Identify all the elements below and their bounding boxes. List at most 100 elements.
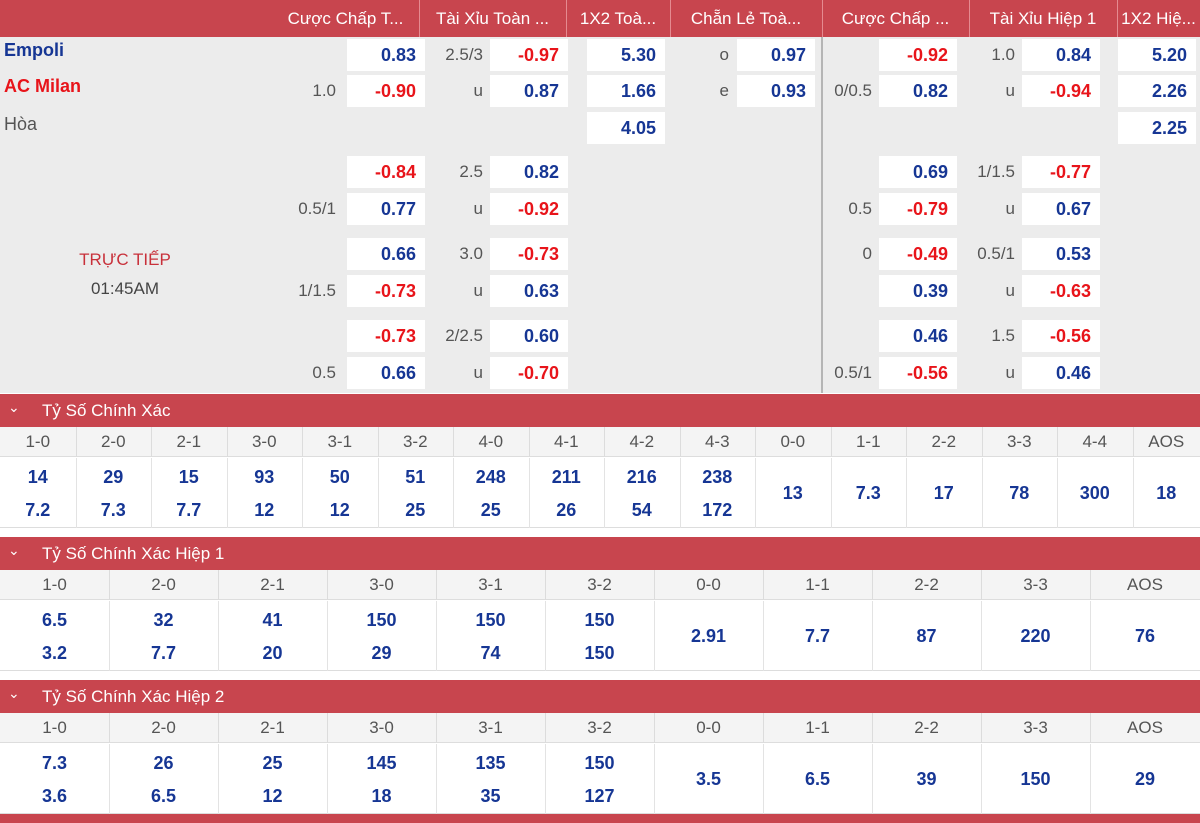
score-odds-away[interactable]: 25	[480, 500, 501, 520]
score-odds-home[interactable]: 211	[551, 467, 581, 487]
score-odds-single[interactable]: 87	[916, 626, 937, 646]
score-odds-single[interactable]: 7.3	[855, 483, 881, 503]
score-odds-single[interactable]: 220	[1020, 626, 1051, 646]
score-odds-home[interactable]: 150	[366, 610, 397, 630]
score-odds-home[interactable]: 25	[262, 753, 283, 773]
score-odds-away[interactable]: 3.2	[41, 643, 68, 663]
score-odds-home[interactable]: 135	[475, 753, 506, 773]
score-odds-single[interactable]: 150	[1020, 769, 1051, 789]
odds-cell-hou-o[interactable]: 0.53	[1022, 238, 1100, 270]
chevron-down-icon[interactable]: ⌄	[8, 685, 20, 701]
away-team-name[interactable]: AC Milan	[4, 76, 82, 96]
score-odds-home[interactable]: 150	[475, 610, 506, 630]
section-header[interactable]: ⌄ Tỷ Số Chính Xác Hiệp 2	[0, 680, 1200, 713]
score-odds-single[interactable]: 300	[1079, 483, 1110, 503]
odds-cell-hah-o[interactable]: 0.39	[879, 275, 957, 307]
odds-cell-hou-o[interactable]: -0.56	[1022, 320, 1100, 352]
odds-cell-hah-o[interactable]: 0.69	[879, 156, 957, 188]
score-odds-single[interactable]: 7.7	[804, 626, 831, 646]
chevron-down-icon[interactable]: ⌄	[8, 542, 20, 558]
odds-cell-ou-o[interactable]: -0.70	[490, 357, 568, 389]
score-odds-away[interactable]: 7.2	[25, 500, 51, 520]
score-odds-away[interactable]: 74	[480, 643, 501, 663]
odds-cell-hah-o[interactable]: -0.79	[879, 193, 957, 225]
odds-cell-hou-o[interactable]: -0.77	[1022, 156, 1100, 188]
section-header[interactable]: ⌄ Tỷ Số Chính Xác Hiệp 1	[0, 537, 1200, 570]
score-odds-home[interactable]: 216	[626, 467, 657, 487]
odds-cell-hah-o[interactable]: -0.56	[879, 357, 957, 389]
odds-cell-x12[interactable]: 4.05	[587, 112, 665, 144]
odds-cell-oe-o[interactable]: 0.93	[737, 75, 815, 107]
odds-cell-ou-o[interactable]: -0.73	[490, 238, 568, 270]
odds-cell-hx12[interactable]: 2.26	[1118, 75, 1196, 107]
odds-cell-hou-o[interactable]: -0.63	[1022, 275, 1100, 307]
odds-cell-hx12[interactable]: 5.20	[1118, 39, 1196, 71]
score-odds-away[interactable]: 12	[329, 500, 350, 520]
score-odds-home[interactable]: 26	[153, 753, 174, 773]
score-odds-home[interactable]: 238	[702, 467, 733, 487]
odds-cell-hah-o[interactable]: -0.92	[879, 39, 957, 71]
odds-cell-hah-o[interactable]: 0.46	[879, 320, 957, 352]
odds-cell-ah-o[interactable]: 0.66	[347, 357, 425, 389]
odds-cell-ou-o[interactable]: 0.87	[490, 75, 568, 107]
odds-cell-oe-o[interactable]: 0.97	[737, 39, 815, 71]
score-odds-away[interactable]: 6.5	[150, 786, 177, 806]
score-odds-away[interactable]: 18	[371, 786, 392, 806]
odds-cell-ou-o[interactable]: 0.60	[490, 320, 568, 352]
home-team-name[interactable]: Empoli	[4, 40, 65, 60]
score-odds-home[interactable]: 50	[329, 467, 350, 487]
score-odds-home[interactable]: 51	[405, 467, 426, 487]
odds-cell-ah-o[interactable]: 0.66	[347, 238, 425, 270]
odds-cell-x12[interactable]: 5.30	[587, 39, 665, 71]
score-odds-home[interactable]: 32	[153, 610, 174, 630]
odds-cell-ah-o[interactable]: -0.84	[347, 156, 425, 188]
odds-cell-hx12[interactable]: 2.25	[1118, 112, 1196, 144]
score-odds-single[interactable]: 18	[1156, 483, 1177, 503]
odds-cell-ou-o[interactable]: 0.82	[490, 156, 568, 188]
score-odds-home[interactable]: 6.5	[41, 610, 68, 630]
score-odds-away[interactable]: 29	[371, 643, 392, 663]
score-odds-single[interactable]: 17	[933, 483, 954, 503]
score-odds-home[interactable]: 7.3	[41, 753, 68, 773]
score-odds-away[interactable]: 26	[556, 500, 577, 520]
next-section-header[interactable]	[0, 814, 1200, 823]
score-odds-home[interactable]: 150	[584, 753, 615, 773]
score-odds-away[interactable]: 54	[631, 500, 652, 520]
score-odds-away[interactable]: 150	[584, 643, 615, 663]
odds-cell-hah-o[interactable]: -0.49	[879, 238, 957, 270]
score-odds-away[interactable]: 35	[480, 786, 501, 806]
score-odds-single[interactable]: 13	[782, 483, 803, 503]
odds-cell-hou-o[interactable]: 0.67	[1022, 193, 1100, 225]
score-odds-home[interactable]: 93	[254, 467, 275, 487]
chevron-down-icon[interactable]: ⌄	[8, 399, 20, 415]
odds-cell-hou-o[interactable]: -0.94	[1022, 75, 1100, 107]
odds-cell-ah-o[interactable]: -0.90	[347, 75, 425, 107]
score-odds-single[interactable]: 3.5	[695, 769, 722, 789]
score-odds-away[interactable]: 12	[254, 500, 275, 520]
score-odds-single[interactable]: 78	[1009, 483, 1030, 503]
odds-cell-hou-o[interactable]: 0.84	[1022, 39, 1100, 71]
score-odds-home[interactable]: 15	[178, 467, 199, 487]
score-odds-away[interactable]: 172	[702, 500, 733, 520]
score-odds-single[interactable]: 39	[916, 769, 937, 789]
odds-cell-x12[interactable]: 1.66	[587, 75, 665, 107]
score-odds-home[interactable]: 14	[27, 467, 48, 487]
score-odds-home[interactable]: 145	[366, 753, 397, 773]
score-odds-home[interactable]: 41	[262, 610, 283, 630]
odds-cell-hah-o[interactable]: 0.82	[879, 75, 957, 107]
score-odds-away[interactable]: 7.7	[176, 500, 202, 520]
odds-cell-ou-o[interactable]: -0.97	[490, 39, 568, 71]
score-odds-away[interactable]: 25	[405, 500, 426, 520]
score-odds-away[interactable]: 7.3	[100, 500, 126, 520]
odds-cell-ou-o[interactable]: 0.63	[490, 275, 568, 307]
odds-cell-ah-o[interactable]: -0.73	[347, 275, 425, 307]
score-odds-single[interactable]: 2.91	[690, 626, 727, 646]
odds-cell-ou-o[interactable]: -0.92	[490, 193, 568, 225]
score-odds-away[interactable]: 127	[584, 786, 615, 806]
score-odds-away[interactable]: 3.6	[41, 786, 68, 806]
score-odds-away[interactable]: 7.7	[150, 643, 177, 663]
score-odds-away[interactable]: 12	[262, 786, 283, 806]
score-odds-home[interactable]: 248	[475, 467, 506, 487]
odds-cell-ah-o[interactable]: 0.83	[347, 39, 425, 71]
odds-cell-ah-o[interactable]: 0.77	[347, 193, 425, 225]
